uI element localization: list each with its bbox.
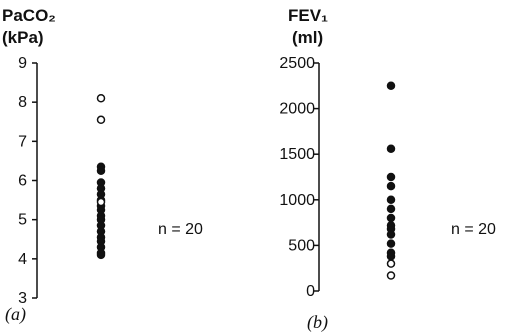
panel-b-annotation: n = 20 <box>451 221 496 238</box>
panel-b-data-point <box>386 252 396 261</box>
panel-a-chart: PaCO₂ (kPa) 3 4 5 6 7 8 9 n = 20 (a) <box>2 6 203 325</box>
panel-a-data-point <box>96 197 106 207</box>
panel-b-data-points <box>386 81 396 280</box>
panel-b-data-point <box>386 81 396 91</box>
panel-a-y-ticks: 3 4 5 6 7 8 9 <box>18 55 37 307</box>
panel-b-title-line-1: FEV₁ <box>288 6 328 25</box>
panel-b-data-point <box>386 181 396 191</box>
panel-b-y-tick-label: 2000 <box>279 101 315 118</box>
panel-a-title-line-2: (kPa) <box>2 28 44 47</box>
panel-b-data-point <box>386 172 396 182</box>
panel-b-data-point <box>386 259 396 268</box>
panel-b-data-point <box>386 213 396 223</box>
panel-a-data-points <box>96 94 106 260</box>
panel-a-y-tick-label: 9 <box>18 55 27 72</box>
panel-a-y-tick-label: 7 <box>18 133 27 150</box>
panel-b-data-point <box>386 239 396 248</box>
panel-b-data-point <box>386 204 396 214</box>
panel-b-y-tick-label: 0 <box>306 283 315 300</box>
panel-a-label: (a) <box>5 304 26 325</box>
panel-a-data-point <box>96 166 106 175</box>
panel-b-y-tick-label: 500 <box>288 237 315 254</box>
panel-b-chart: FEV₁ (ml) 0 500 1000 1500 2000 2500 n = 20 (b… <box>279 6 496 333</box>
panel-b-y-tick-label: 1500 <box>279 146 315 163</box>
panel-a-y-tick-label: 6 <box>18 173 27 190</box>
panel-b-data-point <box>386 144 396 153</box>
panel-b-data-point <box>386 271 396 280</box>
panel-a-title-line-1: PaCO₂ <box>2 6 56 25</box>
panel-b-data-point <box>386 195 396 205</box>
panel-a-data-point <box>96 250 106 260</box>
panel-a-data-point <box>96 115 106 125</box>
panel-b-label: (b) <box>307 312 328 333</box>
panel-b-title-line-2: (ml) <box>292 28 323 47</box>
panel-a-y-tick-label: 3 <box>18 290 27 307</box>
panel-b-y-ticks: 0 500 1000 1500 2000 2500 <box>279 55 319 300</box>
panel-a-annotation: n = 20 <box>158 221 203 238</box>
panel-a-data-point <box>96 94 106 103</box>
panel-b-y-tick-label: 1000 <box>279 192 315 209</box>
panel-a-y-tick-label: 8 <box>18 94 27 111</box>
panel-a-y-tick-label: 5 <box>18 212 27 229</box>
panel-b-y-tick-label: 2500 <box>279 55 315 72</box>
panel-b-data-point <box>386 230 396 239</box>
panel-a-y-tick-label: 4 <box>18 251 27 268</box>
